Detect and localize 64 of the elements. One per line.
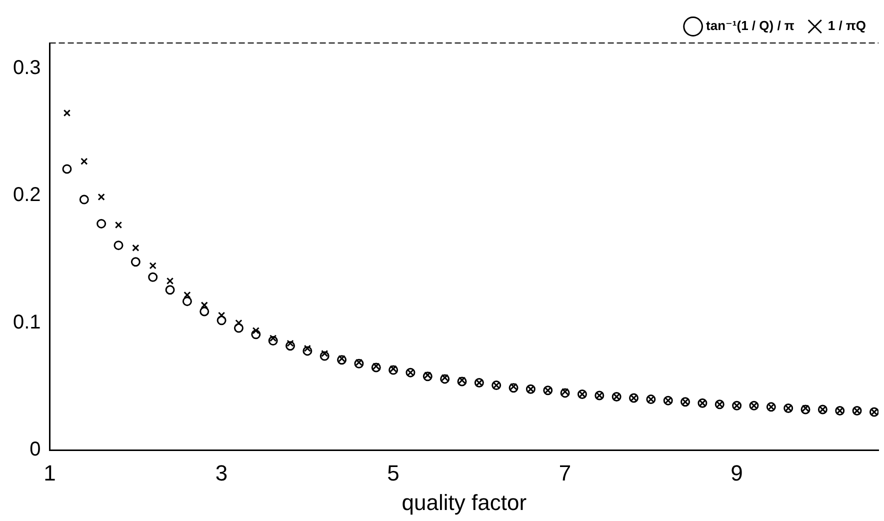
point: [302, 346, 312, 356]
point: [560, 388, 570, 398]
point: [79, 194, 89, 204]
point: [441, 374, 448, 382]
point: [252, 327, 260, 334]
point: [130, 257, 140, 267]
point: [268, 336, 278, 346]
point: [304, 344, 312, 352]
point: [508, 383, 518, 393]
point: [355, 358, 363, 366]
point: [457, 376, 467, 386]
point: [114, 221, 122, 229]
point: [132, 244, 140, 252]
y-tick-label: 0.3: [12, 56, 41, 79]
point: [422, 372, 432, 382]
point: [286, 340, 294, 347]
point: [337, 355, 347, 365]
x-tick-label: 9: [730, 460, 743, 486]
x-tick-label: 5: [387, 460, 400, 486]
x-tick-label: 3: [215, 460, 228, 486]
point: [216, 316, 226, 326]
point: [149, 262, 156, 270]
point: [218, 312, 226, 319]
point: [182, 296, 192, 306]
y-tick-label: 0.2: [12, 184, 41, 206]
point: [235, 319, 242, 327]
point: [424, 372, 432, 379]
point: [388, 365, 398, 375]
point: [372, 362, 380, 370]
point: [166, 277, 174, 285]
point: [251, 330, 261, 340]
point: [802, 404, 810, 412]
point: [234, 323, 244, 333]
point: [561, 388, 569, 396]
point: [148, 272, 158, 282]
point: [98, 193, 105, 201]
point: [286, 341, 296, 351]
point: [440, 374, 450, 384]
x-tick-label: 7: [558, 460, 572, 486]
point: [80, 158, 88, 165]
point: [114, 240, 124, 250]
point: [184, 291, 191, 299]
point: [63, 109, 71, 117]
y-tick-label: 0: [30, 438, 41, 461]
point: [321, 350, 328, 358]
point: [270, 334, 277, 342]
legend-label: 1 / πQ: [828, 18, 866, 34]
point: [800, 404, 810, 414]
point: [96, 218, 106, 228]
point: [338, 355, 346, 362]
point: [354, 358, 364, 368]
point: [371, 362, 381, 372]
point: [200, 302, 208, 309]
point: [458, 376, 466, 384]
point: [200, 306, 210, 316]
x-axis-title: quality factor: [402, 490, 527, 515]
point: [165, 285, 175, 295]
point: [62, 164, 72, 174]
point: [510, 382, 518, 390]
point: [390, 365, 397, 372]
y-tick-label: 0.1: [12, 311, 41, 334]
legend-label: tan⁻¹(1 / Q) / π: [706, 18, 794, 34]
x-tick-label: 1: [44, 460, 56, 486]
point: [320, 351, 330, 361]
